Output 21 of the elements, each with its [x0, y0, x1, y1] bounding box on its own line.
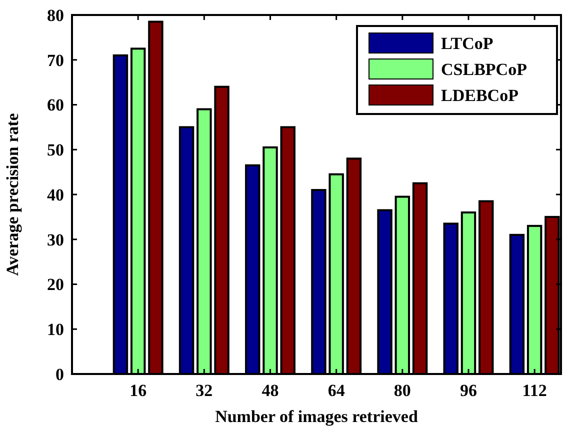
- x-tick-label: 64: [328, 381, 346, 400]
- x-tick-label: 48: [262, 381, 279, 400]
- y-tick-label: 30: [47, 230, 64, 250]
- y-tick-label: 60: [47, 96, 64, 115]
- y-tick-label: 40: [47, 185, 64, 204]
- x-tick-label: 96: [460, 381, 477, 400]
- legend-label: LDEBCoP: [441, 86, 518, 105]
- x-tick-label: 112: [522, 381, 547, 400]
- y-tick-label: 70: [47, 50, 64, 70]
- y-tick-label: 80: [47, 6, 64, 25]
- y-tick-label: 50: [47, 140, 64, 160]
- legend-label: LTCoP: [441, 34, 494, 53]
- legend-label: CSLBPCoP: [441, 60, 527, 79]
- y-tick-label: 10: [47, 320, 64, 340]
- x-tick-label: 16: [130, 381, 147, 400]
- x-axis-title: Number of images retrieved: [215, 407, 418, 426]
- x-tick-label: 80: [394, 381, 411, 400]
- x-tick-label: 32: [196, 381, 213, 400]
- y-tick-label: 20: [47, 275, 64, 294]
- y-axis-title: Average precision rate: [3, 112, 22, 276]
- y-tick-label: 0: [56, 364, 64, 384]
